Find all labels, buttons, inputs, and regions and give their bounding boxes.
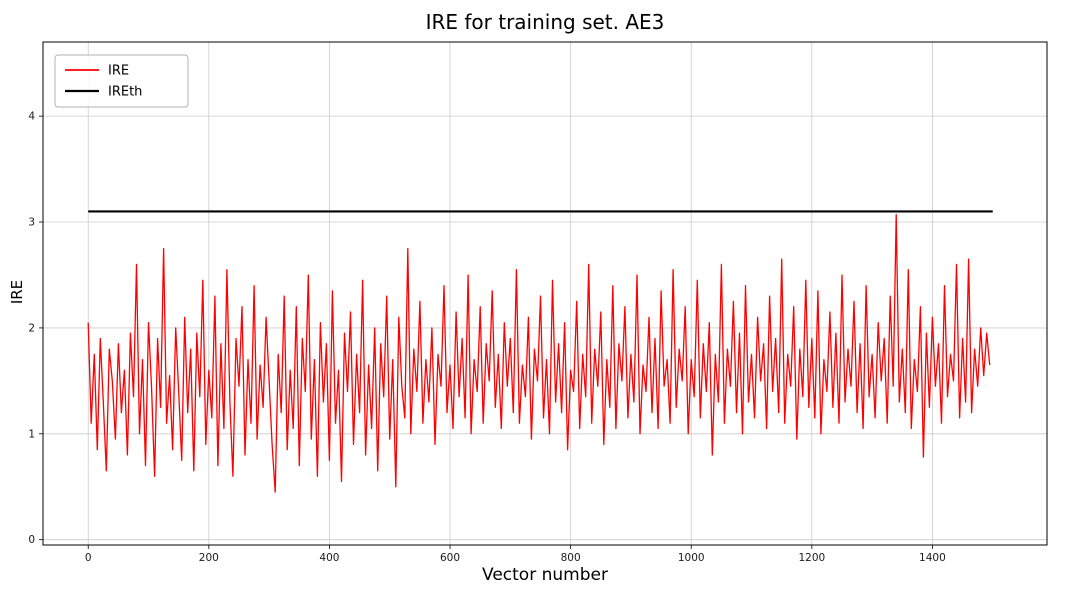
series-line-IRE — [87, 213, 991, 493]
x-tick-label: 0 — [85, 552, 92, 564]
x-tick-label: 400 — [319, 552, 339, 564]
legend-box — [54, 54, 189, 108]
tick-labels: 0 200 400 600 800 1000 1200 1400 0 1 2 3 4 — [28, 111, 945, 564]
x-tick-label: 1000 — [678, 552, 705, 564]
y-tick-label: 0 — [28, 534, 35, 546]
y-axis-label: IRE — [8, 279, 26, 305]
axes-frame — [42, 41, 1048, 546]
x-axis-label: Vector number — [482, 565, 608, 585]
x-tick-label: 1200 — [798, 552, 825, 564]
x-tick-label: 1400 — [919, 552, 946, 564]
x-tick-label: 800 — [561, 552, 581, 564]
tick-marks — [39, 115, 933, 549]
x-tick-label: 200 — [199, 552, 219, 564]
y-tick-label: 1 — [28, 428, 35, 440]
legend-label-IRE: IRE — [108, 64, 129, 79]
y-tick-label: 4 — [28, 111, 35, 123]
legend: IRE IREth — [54, 54, 189, 108]
legend-label-IREth: IREth — [108, 85, 142, 100]
y-tick-label: 3 — [28, 217, 35, 229]
chart-title: IRE for training set. AE3 — [425, 10, 665, 34]
y-tick-label: 2 — [28, 322, 35, 334]
grid-lines — [43, 42, 1047, 545]
x-tick-label: 600 — [440, 552, 460, 564]
